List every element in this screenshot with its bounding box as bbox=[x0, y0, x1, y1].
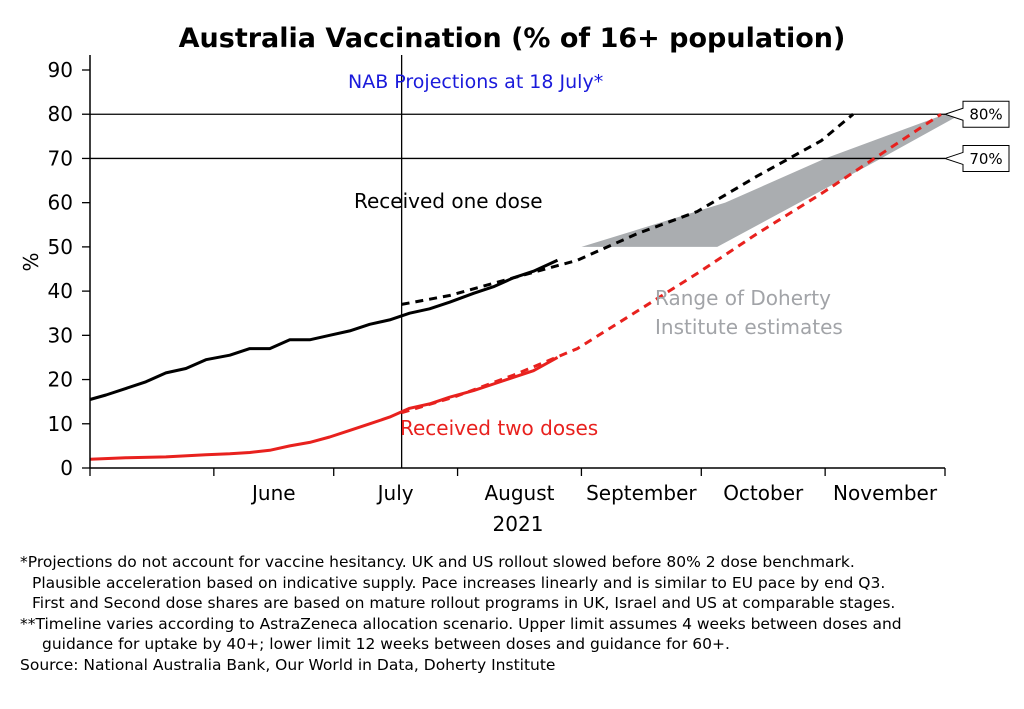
chart-annotations: Received one dose Received two doses Ran… bbox=[19, 71, 843, 536]
series-layer bbox=[89, 112, 942, 461]
y-axis-label: % bbox=[19, 252, 43, 271]
reference-lines: 80% 70% bbox=[90, 100, 1010, 172]
series-two-doses bbox=[89, 356, 559, 461]
axes: 0 10 20 30 40 50 60 70 80 90 June July August Septemb… bbox=[48, 55, 946, 505]
annotation-doherty-line1: Range of Doherty bbox=[655, 286, 831, 310]
callout-label-80: 80% bbox=[969, 106, 1002, 124]
vaccination-chart: Australia Vaccination (% of 16+ populati… bbox=[19, 23, 1010, 536]
annotation-doherty-line2: Institute estimates bbox=[655, 315, 843, 339]
annotation-two-doses: Received two doses bbox=[400, 416, 598, 440]
series-projection-two-doses bbox=[401, 112, 942, 415]
y-tick-label-0: 0 bbox=[60, 456, 73, 480]
projection-marker-label: NAB Projections at 18 July* bbox=[348, 71, 603, 93]
y-tick-label-40: 40 bbox=[48, 279, 73, 303]
y-tick-label-80: 80 bbox=[48, 102, 73, 126]
x-tick-label-june: June bbox=[250, 481, 296, 505]
band-doherty-range bbox=[581, 114, 961, 247]
x-tick-label-august: August bbox=[484, 481, 554, 505]
y-tick-label-10: 10 bbox=[48, 412, 73, 436]
y-tick-label-70: 70 bbox=[48, 146, 73, 170]
callout-box-70 bbox=[943, 144, 1010, 172]
series-projection-one-dose bbox=[401, 113, 855, 306]
y-tick-label-90: 90 bbox=[48, 58, 73, 82]
footnote-3: First and Second dose shares are based o… bbox=[32, 594, 896, 613]
footnote-5: guidance for uptake by 40+; lower limit … bbox=[42, 635, 730, 654]
x-axis-label: 2021 bbox=[493, 512, 544, 536]
y-tick-label-30: 30 bbox=[48, 323, 73, 347]
callout-box-80 bbox=[943, 100, 1010, 128]
y-tick-label-60: 60 bbox=[48, 191, 73, 215]
x-tick-label-july: July bbox=[376, 481, 414, 505]
callout-label-70: 70% bbox=[969, 150, 1002, 168]
chart-title: Australia Vaccination (% of 16+ populati… bbox=[179, 23, 846, 54]
y-tick-label-50: 50 bbox=[48, 235, 73, 259]
y-tick-label-20: 20 bbox=[48, 368, 73, 392]
footnote-1: *Projections do not account for vaccine … bbox=[20, 553, 855, 571]
annotation-one-dose: Received one dose bbox=[354, 189, 543, 213]
x-tick-label-october: October bbox=[723, 481, 804, 505]
footnote-source: Source: National Australia Bank, Our Wor… bbox=[20, 655, 556, 674]
footnote-4: **Timeline varies according to AstraZene… bbox=[20, 614, 902, 633]
band-layer bbox=[581, 114, 961, 247]
x-tick-label-september: September bbox=[586, 481, 697, 505]
footnote-2: Plausible acceleration based on indicati… bbox=[32, 573, 886, 592]
x-tick-label-november: November bbox=[833, 481, 938, 505]
series-one-dose bbox=[89, 258, 559, 401]
footnotes: *Projections do not account for vaccine … bbox=[20, 552, 1020, 676]
